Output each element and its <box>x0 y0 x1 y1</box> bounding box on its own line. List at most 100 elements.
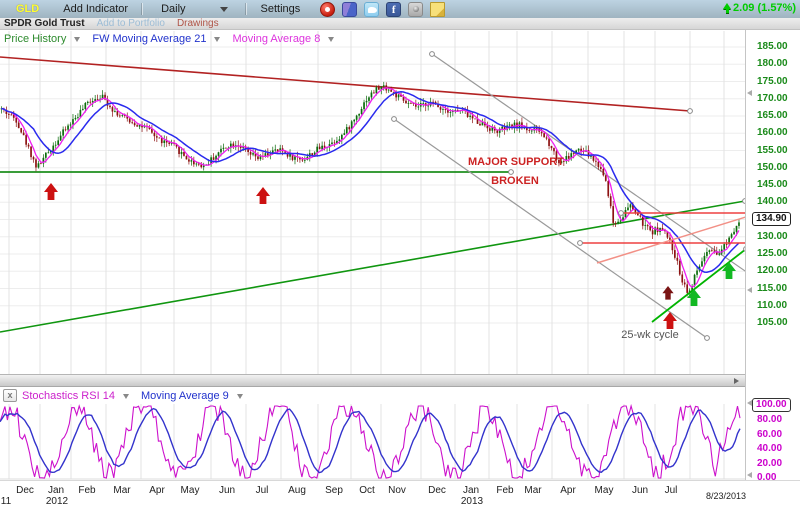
tab-bar: SPDR Gold Trust Add to Portfolio Drawing… <box>0 18 800 30</box>
osc-top-badge: 100.00 <box>752 398 791 412</box>
chevron-down-icon[interactable] <box>328 36 335 42</box>
osc-tick-label: 20.00 <box>757 458 783 469</box>
indicator-chart-canvas[interactable] <box>0 388 745 480</box>
annotation-major-support[interactable]: MAJOR SUPPORT <box>468 156 564 168</box>
salmon-trend-line[interactable] <box>596 216 745 264</box>
osc-tick-label: 80.00 <box>757 414 783 425</box>
indicator-panel-legend: Stochastics RSI 14 Moving Average 9 <box>22 390 249 402</box>
chevron-down-icon <box>219 6 228 12</box>
price-tick-label: 180.00 <box>757 58 788 69</box>
month-label: Jun <box>631 485 649 496</box>
drawing-handle[interactable] <box>429 51 435 57</box>
partial-year-label: 11 <box>0 496 12 507</box>
stoch-rsi-line[interactable] <box>0 403 741 479</box>
change-value: 2.09 (1.57%) <box>733 2 796 14</box>
last-price-badge: 134.90 <box>752 212 791 226</box>
stoch-ma-line[interactable] <box>0 407 741 474</box>
settings-button[interactable]: Settings <box>260 3 301 15</box>
community-icon[interactable] <box>342 1 358 17</box>
price-tick-label: 120.00 <box>757 265 788 276</box>
camera-icon[interactable] <box>408 1 424 17</box>
drawing-handle[interactable] <box>743 246 745 252</box>
legend-ma8[interactable]: Moving Average 8 <box>232 33 321 45</box>
price-tick-label: 185.00 <box>757 41 788 52</box>
price-tick-label: 165.00 <box>757 110 788 121</box>
uptrend-line[interactable] <box>0 200 745 333</box>
month-label: Mar <box>524 485 542 496</box>
chevron-down-icon[interactable] <box>236 393 243 399</box>
timeframe-value: Daily <box>161 3 186 15</box>
osc-tick-label: 60.00 <box>757 429 783 440</box>
drawing-handle[interactable] <box>508 169 514 175</box>
month-label: Dec <box>428 485 446 496</box>
indicator-close-button[interactable]: x <box>3 389 17 402</box>
scroll-right-icon[interactable] <box>734 378 739 384</box>
drawing-handle[interactable] <box>577 240 583 246</box>
month-label: May <box>180 485 200 496</box>
axis-marker-icon <box>747 287 752 293</box>
legend-ma9[interactable]: Moving Average 9 <box>140 390 229 402</box>
legend-ma21[interactable]: FW Moving Average 21 <box>92 33 207 45</box>
facebook-icon[interactable]: f <box>386 1 402 17</box>
chart-scrollbar[interactable] <box>0 374 745 387</box>
month-label: Jul <box>664 485 678 496</box>
trend-arrow[interactable] <box>663 312 677 329</box>
overlay-ma8[interactable] <box>1 87 740 289</box>
chevron-down-icon[interactable] <box>122 393 129 399</box>
month-label: Jan <box>462 485 480 496</box>
month-label: Feb <box>78 485 96 496</box>
trend-arrow[interactable] <box>662 286 674 300</box>
drawing-handle[interactable] <box>618 210 624 216</box>
up-arrow-icon <box>723 3 732 13</box>
drawings-link[interactable]: Drawings <box>176 18 219 29</box>
divider <box>142 3 144 15</box>
month-label: Sep <box>325 485 343 496</box>
tab-symbol[interactable]: SPDR Gold Trust <box>4 18 85 29</box>
month-label: Mar <box>113 485 131 496</box>
drawing-handle[interactable] <box>391 116 397 122</box>
axis-marker-icon <box>747 472 752 478</box>
annotation-broken[interactable]: BROKEN <box>491 175 539 187</box>
trend-arrow[interactable] <box>44 183 58 200</box>
trend-arrow[interactable] <box>256 187 270 204</box>
legend-stoch-rsi[interactable]: Stochastics RSI 14 <box>22 390 115 402</box>
downtrend-line[interactable] <box>0 56 691 112</box>
price-tick-label: 115.00 <box>757 283 788 294</box>
osc-tick-label: 0.00 <box>757 472 777 483</box>
month-label: Jan <box>47 485 65 496</box>
alarm-icon[interactable] <box>320 1 336 17</box>
month-label: Dec <box>16 485 34 496</box>
price-change-indicator: 2.09 (1.57%) <box>723 2 796 14</box>
add-indicator-button[interactable]: Add Indicator <box>63 3 129 15</box>
chevron-down-icon[interactable] <box>214 36 221 42</box>
end-date-label: 8/23/2013 <box>705 491 747 501</box>
trend-arrow[interactable] <box>687 289 701 306</box>
month-label: Apr <box>560 485 576 496</box>
month-label: Nov <box>388 485 406 496</box>
timeframe-select[interactable]: Daily <box>155 3 233 15</box>
x-axis: Dec Jan 2012 Feb Mar Apr May Jun Jul Aug Sep Oct Nov… <box>0 480 800 508</box>
month-label: Apr <box>149 485 165 496</box>
price-tick-label: 110.00 <box>757 300 788 311</box>
month-label: Aug <box>288 485 306 496</box>
legend-price-history[interactable]: Price History <box>4 33 67 45</box>
gray-channel-lower[interactable] <box>393 118 708 339</box>
price-chart-canvas[interactable] <box>0 30 745 374</box>
chevron-down-icon[interactable] <box>74 36 81 42</box>
month-label: Feb <box>496 485 514 496</box>
twitter-icon[interactable] <box>364 1 380 17</box>
trend-arrow[interactable] <box>722 262 736 279</box>
annotation-25-wk-cycle[interactable]: 25-wk cycle <box>621 329 679 341</box>
price-tick-label: 155.00 <box>757 145 788 156</box>
price-tick-label: 170.00 <box>757 93 788 104</box>
year-label: 2013 <box>460 496 484 507</box>
month-label: Jul <box>255 485 269 496</box>
gray-channel-upper[interactable] <box>431 53 745 273</box>
overlay-ma21[interactable] <box>1 91 740 273</box>
drawing-handle[interactable] <box>687 108 693 114</box>
notes-icon[interactable] <box>430 1 446 17</box>
drawing-handle[interactable] <box>704 335 710 341</box>
steep-uptrend-line[interactable] <box>651 248 745 323</box>
year-label: 2012 <box>45 496 69 507</box>
add-to-portfolio-link[interactable]: Add to Portfolio <box>96 18 165 29</box>
